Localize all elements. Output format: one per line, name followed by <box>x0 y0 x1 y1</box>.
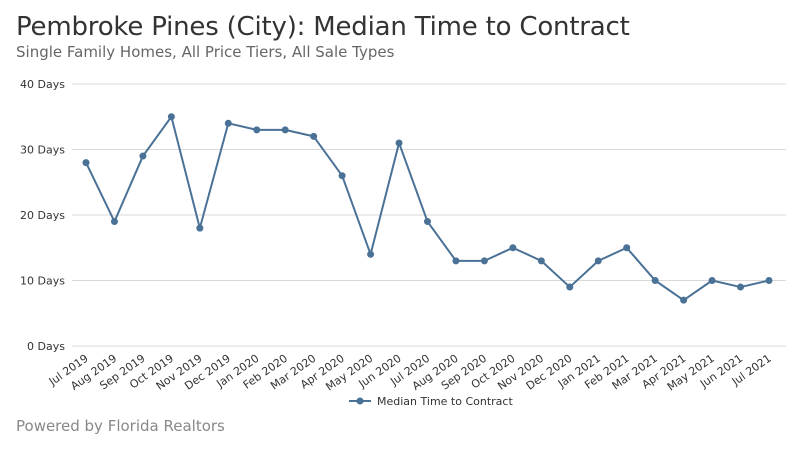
data-point <box>680 296 688 304</box>
chart-subtitle: Single Family Homes, All Price Tiers, Al… <box>16 43 395 61</box>
data-point <box>367 250 375 258</box>
legend-label: Median Time to Contract <box>377 395 513 408</box>
data-point <box>110 218 118 226</box>
data-point <box>651 277 659 284</box>
y-tick-label: 0 Days <box>27 340 65 353</box>
data-point <box>281 126 289 134</box>
chart-title: Pembroke Pines (City): Median Time to Co… <box>16 12 630 42</box>
data-point <box>765 277 773 284</box>
data-point <box>139 152 147 160</box>
data-point <box>480 257 488 265</box>
footer-credit: Powered by Florida Realtors <box>16 417 225 435</box>
data-point <box>594 257 602 265</box>
data-point <box>395 139 403 147</box>
series-median-time-to-contract <box>82 113 773 304</box>
data-point <box>566 283 574 291</box>
y-tick-label: 40 Days <box>20 78 65 91</box>
data-point <box>224 119 232 127</box>
data-point <box>310 132 318 140</box>
y-tick-label: 10 Days <box>20 275 65 288</box>
data-point <box>338 172 346 180</box>
data-point <box>708 277 716 284</box>
legend: Median Time to Contract <box>349 395 513 408</box>
data-point <box>253 126 261 134</box>
y-tick-label: 20 Days <box>20 209 65 222</box>
y-tick-label: 30 Days <box>20 144 65 157</box>
data-point <box>196 224 204 232</box>
series-line <box>85 115 770 302</box>
data-point <box>737 283 745 291</box>
data-point <box>82 159 90 167</box>
data-point <box>424 218 431 226</box>
data-point <box>537 257 545 265</box>
gridlines <box>72 83 786 347</box>
y-axis-ticks: 0 Days 10 Days 20 Days 30 Days 40 Days <box>20 78 65 353</box>
data-point <box>167 113 175 121</box>
data-point <box>509 244 517 252</box>
data-point <box>623 244 631 252</box>
data-point <box>452 257 460 265</box>
legend-dot-marker <box>356 397 364 405</box>
